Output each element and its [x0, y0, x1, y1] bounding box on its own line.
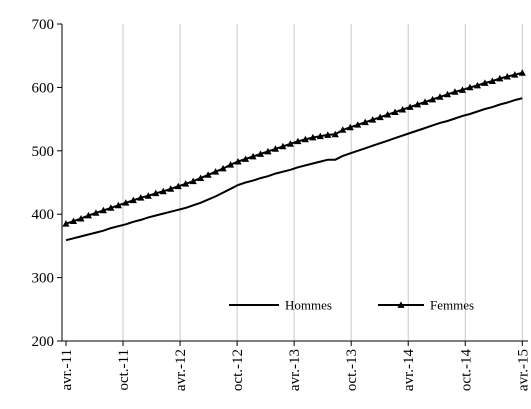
data-point-marker	[167, 185, 175, 192]
data-point-marker	[99, 206, 108, 214]
axes	[57, 23, 528, 346]
data-point-marker	[286, 140, 295, 147]
legend: Hommes Femmes	[229, 298, 474, 313]
y-tick-label: 200	[32, 334, 55, 350]
data-point-marker	[137, 194, 145, 201]
y-tick-label: 400	[32, 207, 55, 223]
y-tick-label: 600	[32, 80, 55, 96]
data-point-marker	[62, 220, 70, 227]
data-point-marker	[339, 126, 347, 133]
x-tick-label: avr.-12	[173, 349, 189, 391]
x-tick-label: oct.-13	[344, 349, 360, 391]
data-point-marker	[249, 152, 257, 160]
data-point-marker	[294, 137, 302, 145]
y-tick-label: 700	[32, 17, 55, 33]
x-tick-label: oct.-11	[116, 349, 132, 391]
legend-label-femmes: Femmes	[430, 298, 474, 313]
data-point-marker	[399, 105, 407, 113]
data-point-marker	[84, 211, 93, 219]
data-point-marker	[511, 71, 519, 78]
data-point-marker	[212, 168, 220, 175]
data-point-marker	[129, 196, 137, 204]
data-point-marker	[152, 189, 160, 197]
data-point-marker	[503, 73, 511, 80]
data-point-marker	[107, 204, 115, 211]
data-point-marker	[256, 150, 265, 157]
data-point-marker	[77, 215, 85, 222]
data-point-marker	[466, 83, 474, 91]
data-point-marker	[369, 116, 377, 123]
data-point-marker	[182, 180, 190, 187]
data-point-marker	[241, 155, 250, 162]
legend-marker-triangle	[397, 301, 405, 308]
data-point-marker	[122, 199, 130, 206]
y-tick-label: 300	[32, 271, 55, 287]
data-point-marker	[488, 77, 496, 84]
x-tick-label: oct.-14	[458, 349, 474, 392]
x-tick-label: avr.-14	[401, 349, 417, 392]
series-line-hommes	[65, 97, 523, 242]
data-point-marker	[144, 192, 152, 199]
data-point-marker	[413, 100, 422, 108]
data-point-marker	[159, 187, 167, 195]
data-point-marker	[234, 157, 242, 165]
data-point-marker	[309, 133, 317, 141]
x-axis-tick-labels: avr.-11 oct.-11 avr.-12 oct.-12 avr.-13 oct.-…	[59, 349, 531, 392]
data-point-marker	[114, 201, 122, 209]
data-point-marker	[69, 217, 78, 225]
data-point-marker	[473, 81, 482, 89]
grid-lines	[122, 24, 523, 341]
data-point-marker	[219, 164, 227, 172]
data-point-marker	[384, 111, 392, 118]
x-tick-label: avr.-15	[515, 349, 531, 391]
series-lines	[62, 69, 526, 242]
y-axis-tick-labels: 200 300 400 500 600 700	[32, 17, 55, 350]
x-tick-label: oct.-12	[230, 349, 246, 391]
data-point-marker	[518, 69, 526, 76]
data-point-marker	[443, 90, 452, 98]
data-point-marker	[271, 145, 280, 152]
data-point-marker	[226, 161, 235, 168]
data-point-marker	[481, 79, 489, 86]
data-point-marker	[346, 123, 354, 131]
data-point-marker	[428, 95, 437, 103]
data-point-marker	[174, 182, 182, 190]
data-point-marker	[204, 171, 212, 178]
x-tick-label: avr.-13	[287, 349, 303, 391]
data-point-marker	[316, 132, 324, 140]
data-point-marker	[496, 74, 504, 82]
data-point-marker	[436, 93, 444, 100]
data-point-marker	[361, 118, 369, 126]
data-point-marker	[331, 130, 339, 138]
data-point-marker	[421, 98, 429, 105]
x-tick-label: avr.-11	[59, 349, 75, 391]
data-point-marker	[189, 177, 197, 185]
legend-label-hommes: Hommes	[285, 298, 332, 313]
data-point-marker	[458, 86, 467, 93]
data-point-marker	[354, 121, 362, 128]
data-point-marker	[391, 108, 399, 116]
data-point-marker	[301, 135, 309, 143]
data-point-marker	[92, 209, 100, 216]
data-point-marker	[264, 147, 272, 155]
data-point-marker	[324, 131, 332, 138]
data-point-marker	[451, 88, 459, 95]
data-point-marker	[197, 174, 205, 181]
data-point-marker	[406, 103, 414, 110]
data-point-marker	[279, 142, 287, 150]
data-point-marker	[376, 113, 384, 121]
y-tick-label: 500	[32, 144, 55, 160]
